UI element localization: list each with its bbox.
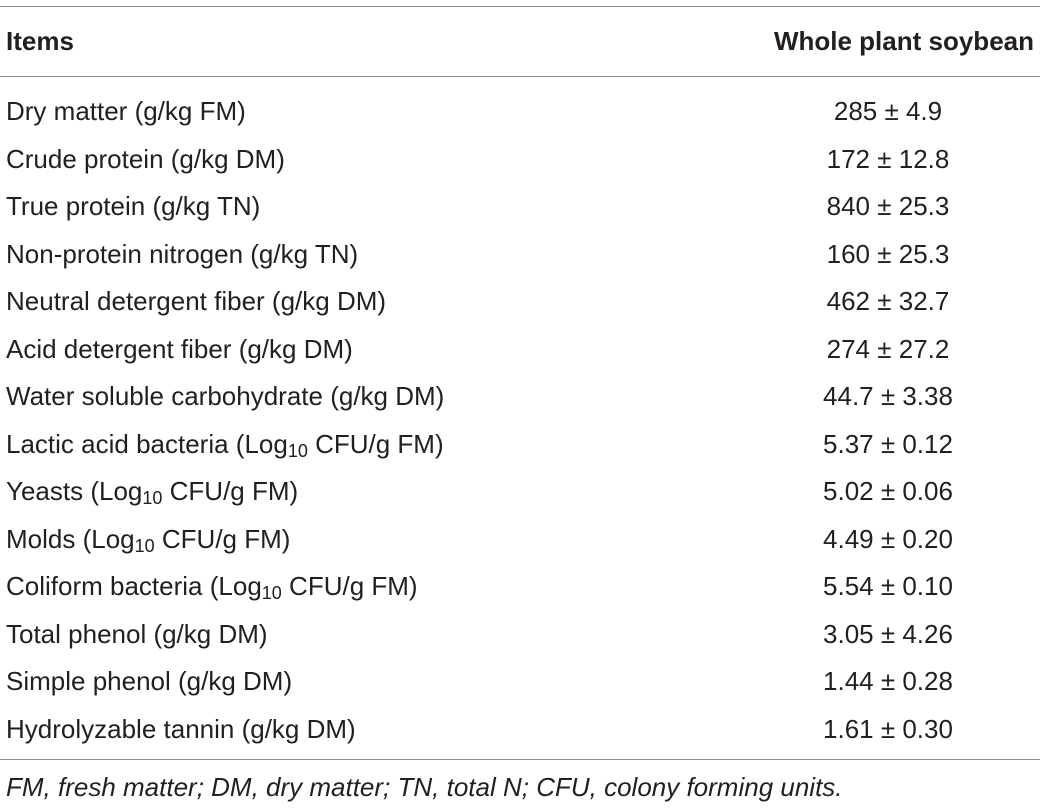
row-item-label: Water soluble carbohydrate (g/kg DM) — [6, 381, 444, 412]
row-item-subscript: 10 — [142, 488, 163, 508]
row-item-text: Lactic acid bacteria (Log — [6, 428, 288, 459]
row-item-label: Non-protein nitrogen (g/kg TN) — [6, 239, 358, 270]
row-item-label: Hydrolyzable tannin (g/kg DM) — [6, 714, 356, 745]
row-item-text: Neutral detergent fiber (g/kg DM) — [6, 286, 387, 316]
table-row: Coliform bacteria (Log10 CFU/g FM) 5.54 ±… — [0, 564, 1040, 612]
table-bottom-rule — [0, 759, 1040, 760]
table-row: Lactic acid bacteria (Log10 CFU/g FM) 5.3… — [0, 422, 1040, 470]
header-items: Items — [6, 26, 74, 56]
row-item-text: Dry matter (g/kg FM) — [6, 96, 246, 126]
table-header-row: Items Whole plant soybean — [0, 6, 1040, 76]
table-row: Yeasts (Log10 CFU/g FM) 5.02 ± 0.06 — [0, 469, 1040, 517]
row-item-text: Hydrolyzable tannin (g/kg DM) — [6, 713, 356, 744]
row-item-unit: CFU/g FM) — [281, 571, 418, 601]
row-value: 3.05 ± 4.26 — [823, 618, 953, 649]
row-item-subscript: 10 — [134, 535, 155, 556]
table-row: Neutral detergent fiber (g/kg DM) 462 ± 3… — [0, 279, 1040, 327]
table-row: Hydrolyzable tannin (g/kg DM) 1.61 ± 0.30 — [0, 707, 1040, 755]
row-value: 1.61 ± 0.30 — [823, 713, 953, 744]
row-item-unit: CFU/g FM) — [307, 428, 444, 459]
row-value: 5.02 ± 0.06 — [823, 476, 953, 506]
table-footnote: FM, fresh matter; DM, dry matter; TN, to… — [6, 772, 843, 802]
table-row: True protein (g/kg TN) 840 ± 25.3 — [0, 184, 1040, 232]
table-row: Acid detergent fiber (g/kg DM) 274 ± 27.2 — [0, 327, 1040, 375]
row-item-text: Coliform bacteria (Log — [6, 571, 262, 601]
table-row: Dry matter (g/kg FM) 285 ± 4.9 — [0, 89, 1040, 137]
row-value: 4.49 ± 0.20 — [823, 523, 953, 554]
row-item-label: True protein (g/kg TN) — [6, 191, 260, 222]
row-value: 44.7 ± 3.38 — [823, 381, 953, 411]
row-item-text: Yeasts (Log — [6, 476, 143, 506]
row-item-text: Water soluble carbohydrate (g/kg DM) — [6, 381, 445, 411]
row-item-label: Crude protein (g/kg DM) — [6, 144, 285, 175]
table-row: Non-protein nitrogen (g/kg TN) 160 ± 25.3 — [0, 232, 1040, 280]
row-item-text: Non-protein nitrogen (g/kg TN) — [6, 238, 359, 269]
row-item-subscript: 10 — [287, 440, 308, 461]
row-item-label: Neutral detergent fiber (g/kg DM) — [6, 286, 386, 317]
table-top-rule — [0, 6, 1040, 7]
row-value: 5.37 ± 0.12 — [823, 428, 953, 459]
table-row: Water soluble carbohydrate (g/kg DM) 44.7… — [0, 374, 1040, 422]
row-item-label: Dry matter (g/kg FM) — [6, 96, 246, 127]
row-item-label: Molds (Log10 CFU/g FM) — [6, 524, 290, 555]
row-item-label: Yeasts (Log10 CFU/g FM) — [6, 476, 298, 507]
row-item-text: Crude protein (g/kg DM) — [6, 143, 285, 174]
row-item-text: True protein (g/kg TN) — [6, 191, 261, 221]
row-item-text: Molds (Log — [6, 523, 135, 554]
row-value: 274 ± 27.2 — [826, 333, 950, 364]
row-item-label: Simple phenol (g/kg DM) — [6, 666, 292, 697]
row-item-text: Acid detergent fiber (g/kg DM) — [6, 333, 353, 364]
table-header-rule — [0, 76, 1040, 77]
row-value: 840 ± 25.3 — [826, 191, 950, 221]
table-row: Molds (Log10 CFU/g FM) 4.49 ± 0.20 — [0, 517, 1040, 565]
row-item-text: Total phenol (g/kg DM) — [6, 618, 268, 649]
row-item-subscript: 10 — [261, 583, 282, 603]
header-whole-plant-soybean: Whole plant soybean — [773, 26, 1034, 56]
table-body: Dry matter (g/kg FM) 285 ± 4.9 Crude prote… — [0, 89, 1040, 754]
table-row: Simple phenol (g/kg DM) 1.44 ± 0.28 — [0, 659, 1040, 707]
row-item-label: Coliform bacteria (Log10 CFU/g FM) — [6, 571, 418, 602]
row-item-text: Simple phenol (g/kg DM) — [6, 666, 293, 696]
row-value: 1.44 ± 0.28 — [823, 666, 953, 696]
row-value: 5.54 ± 0.10 — [823, 571, 953, 601]
row-value: 160 ± 25.3 — [826, 238, 950, 269]
table-row: Crude protein (g/kg DM) 172 ± 12.8 — [0, 137, 1040, 185]
row-value: 462 ± 32.7 — [826, 286, 950, 316]
row-item-unit: CFU/g FM) — [154, 523, 291, 554]
row-item-label: Lactic acid bacteria (Log10 CFU/g FM) — [6, 429, 444, 460]
row-item-label: Total phenol (g/kg DM) — [6, 619, 268, 650]
row-item-label: Acid detergent fiber (g/kg DM) — [6, 334, 353, 365]
row-item-unit: CFU/g FM) — [162, 476, 299, 506]
table-row: Total phenol (g/kg DM) 3.05 ± 4.26 — [0, 612, 1040, 660]
row-value: 285 ± 4.9 — [833, 96, 943, 126]
row-value: 172 ± 12.8 — [826, 143, 950, 174]
